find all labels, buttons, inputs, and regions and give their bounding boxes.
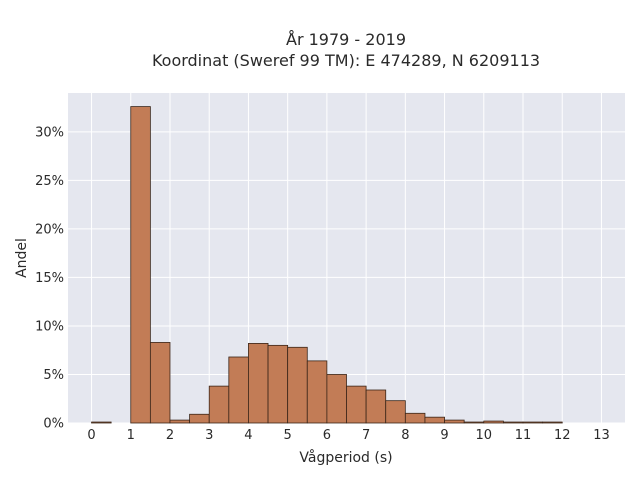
y-tick-label: 25% (35, 174, 64, 189)
histogram-bar (287, 346, 308, 424)
x-tick-label: 13 (593, 428, 610, 443)
histogram-bar (404, 412, 426, 424)
histogram-bar (208, 385, 230, 424)
x-tick-label: 9 (440, 428, 448, 443)
histogram-bar (91, 421, 112, 424)
x-tick-label: 2 (166, 428, 174, 443)
x-axis-ticks: 0 1 2 3 4 5 6 7 8 9 10 11 12 13 (87, 428, 609, 443)
y-tick-label: 30% (35, 125, 64, 140)
histogram-bar (542, 421, 563, 424)
histogram-bar (248, 343, 269, 424)
histogram-bar (424, 416, 445, 424)
histogram-bar (444, 419, 465, 424)
x-tick-label: 10 (476, 428, 493, 443)
y-axis-label: Andel (14, 238, 30, 278)
histogram-bar (189, 413, 210, 424)
histogram-bar (522, 421, 544, 424)
histogram-bar (503, 421, 524, 424)
histogram-bar (463, 421, 485, 424)
y-tick-label: 0% (43, 417, 64, 432)
x-tick-label: 11 (515, 428, 532, 443)
chart-subtitle: Koordinat (Sweref 99 TM): E 474289, N 62… (152, 51, 540, 70)
histogram-bar (346, 385, 367, 424)
histogram-bar (326, 374, 347, 424)
y-tick-label: 10% (35, 319, 64, 334)
chart-title: År 1979 - 2019 (286, 30, 406, 49)
histogram-bar (483, 420, 504, 424)
x-tick-label: 6 (323, 428, 331, 443)
histogram-bar (267, 344, 289, 424)
histogram-bar (169, 419, 190, 424)
y-tick-label: 15% (35, 271, 64, 286)
x-tick-label: 5 (284, 428, 292, 443)
x-axis-label: Vågperiod (s) (299, 449, 392, 466)
x-tick-label: 0 (87, 428, 95, 443)
x-tick-label: 1 (127, 428, 135, 443)
bars-group (91, 106, 563, 424)
x-tick-label: 4 (244, 428, 252, 443)
histogram-bar (306, 360, 328, 424)
x-tick-label: 8 (401, 428, 409, 443)
histogram-bar (149, 342, 171, 424)
x-tick-label: 7 (362, 428, 370, 443)
histogram-bar (365, 389, 387, 424)
y-axis-ticks: 0% 5% 10% 15% 20% 25% 30% (35, 125, 64, 431)
x-tick-label: 3 (205, 428, 213, 443)
histogram-bar (385, 400, 406, 424)
histogram-bar (130, 106, 151, 424)
y-tick-label: 5% (43, 368, 64, 383)
x-tick-label: 12 (554, 428, 571, 443)
y-tick-label: 20% (35, 222, 64, 237)
histogram-bar (228, 356, 249, 424)
